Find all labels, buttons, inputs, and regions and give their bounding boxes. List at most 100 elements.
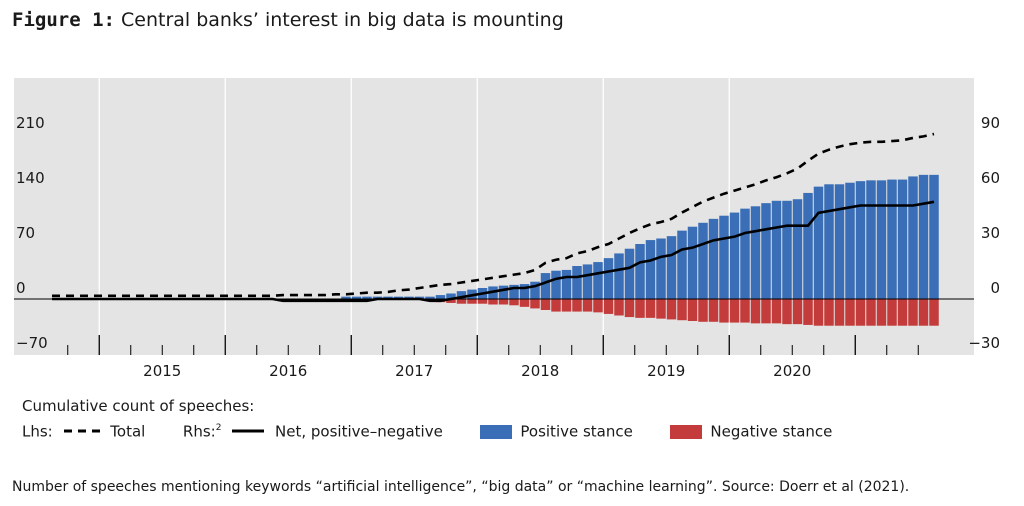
right-tick-label: −30 xyxy=(968,334,1000,352)
positive-bar xyxy=(582,264,593,299)
negative-bar xyxy=(582,299,593,312)
legend-net-swatch xyxy=(232,429,265,433)
positive-bar xyxy=(750,206,761,299)
negative-bar xyxy=(866,299,876,326)
total-line xyxy=(52,132,935,298)
legend-net-label: Net, positive–negative xyxy=(275,422,443,441)
figure-title: Figure 1: Central banks’ interest in big… xyxy=(12,9,564,31)
positive-bar xyxy=(908,176,918,299)
positive-bar xyxy=(782,200,792,299)
positive-bar xyxy=(645,240,656,299)
left-tick-label: 210 xyxy=(16,114,45,132)
positive-bar xyxy=(572,266,582,299)
negative-bar xyxy=(803,299,813,325)
negative-bar xyxy=(635,299,645,318)
positive-bar xyxy=(918,174,929,299)
negative-bar xyxy=(561,299,572,312)
positive-bar xyxy=(834,184,845,299)
positive-bar xyxy=(719,215,729,299)
negative-bar xyxy=(855,299,866,326)
positive-bar xyxy=(876,180,887,299)
positive-bar xyxy=(362,296,372,299)
negative-bar xyxy=(782,299,792,325)
legend-total-label: Total xyxy=(110,422,146,441)
negative-bar xyxy=(740,299,750,323)
negative-bar xyxy=(477,299,488,304)
positive-bar xyxy=(803,192,813,299)
negative-bar xyxy=(897,299,908,326)
negative-bar xyxy=(593,299,603,313)
negative-bar xyxy=(929,299,939,326)
negative-bar xyxy=(603,299,614,314)
negative-bar xyxy=(666,299,677,320)
positive-bar xyxy=(866,180,876,299)
figure-title-text: Central banks’ interest in big data is m… xyxy=(121,9,564,31)
negative-bar xyxy=(446,299,456,303)
negative-bar xyxy=(824,299,834,326)
negative-bar xyxy=(729,299,740,323)
positive-bar xyxy=(855,181,866,299)
chart: −70 0 70 140 210 −30 0 30 60 90 2015 2016 2017 2018 20… xyxy=(14,78,1000,380)
negative-bar xyxy=(519,299,530,307)
right-tick-label: 60 xyxy=(981,169,1000,187)
right-tick-label: 30 xyxy=(981,224,1000,242)
positive-bar xyxy=(824,184,834,299)
positive-bar xyxy=(666,236,677,299)
positive-bar xyxy=(698,222,708,299)
negative-bar xyxy=(813,299,824,326)
negative-bar xyxy=(530,299,540,309)
legend-positive-label: Positive stance xyxy=(520,422,633,441)
negative-bar xyxy=(614,299,624,316)
positive-bar xyxy=(887,179,897,299)
negative-bar xyxy=(792,299,803,325)
negative-bar xyxy=(509,299,519,306)
negative-bar xyxy=(908,299,918,326)
negative-bar xyxy=(572,299,582,312)
positive-bar xyxy=(603,258,614,299)
negative-bar xyxy=(918,299,929,326)
positive-bar xyxy=(656,238,666,299)
positive-bar xyxy=(740,208,750,299)
negative-bar xyxy=(540,299,551,310)
positive-bar xyxy=(456,291,467,299)
negative-bar xyxy=(656,299,666,319)
legend-negative-swatch xyxy=(670,424,703,439)
positive-bar xyxy=(687,226,698,299)
negative-bar xyxy=(834,299,845,326)
negative-bar xyxy=(467,299,477,304)
positive-bar xyxy=(551,270,561,299)
positive-bar xyxy=(624,248,635,299)
negative-bar xyxy=(887,299,897,326)
negative-bar xyxy=(750,299,761,324)
left-tick-label: 0 xyxy=(16,279,26,297)
positive-bar xyxy=(761,203,771,299)
negative-bar xyxy=(687,299,698,321)
left-tick-label: 70 xyxy=(16,224,35,242)
left-tick-label: 140 xyxy=(16,169,45,187)
positive-bar xyxy=(446,293,456,299)
positive-bar xyxy=(845,182,855,299)
year-label: 2017 xyxy=(395,362,433,380)
positive-bar xyxy=(435,295,446,299)
year-label: 2020 xyxy=(773,362,811,380)
negative-bar xyxy=(876,299,887,326)
positive-bar xyxy=(561,269,572,299)
legend-lhs-label: Lhs: xyxy=(22,422,53,441)
legend-heading: Cumulative count of speeches: xyxy=(22,397,255,415)
positive-bar xyxy=(677,230,687,299)
positive-bar xyxy=(530,281,540,299)
year-label: 2015 xyxy=(143,362,181,380)
negative-bar xyxy=(845,299,855,326)
figure-caption: Number of speeches mentioning keywords “… xyxy=(12,479,910,495)
positive-bar xyxy=(498,285,509,299)
positive-bar xyxy=(729,212,740,299)
positive-bar xyxy=(425,296,435,299)
legend-rhs-sup: 2 xyxy=(215,423,222,433)
negative-bar xyxy=(677,299,687,321)
positive-bar xyxy=(897,179,908,299)
figure-label: Figure 1: xyxy=(12,9,115,31)
positive-bar xyxy=(635,244,645,299)
negative-bar xyxy=(551,299,561,312)
negative-bar xyxy=(624,299,635,318)
legend: Lhs: Total Rhs:2 Net, positive–negative … xyxy=(22,422,832,441)
